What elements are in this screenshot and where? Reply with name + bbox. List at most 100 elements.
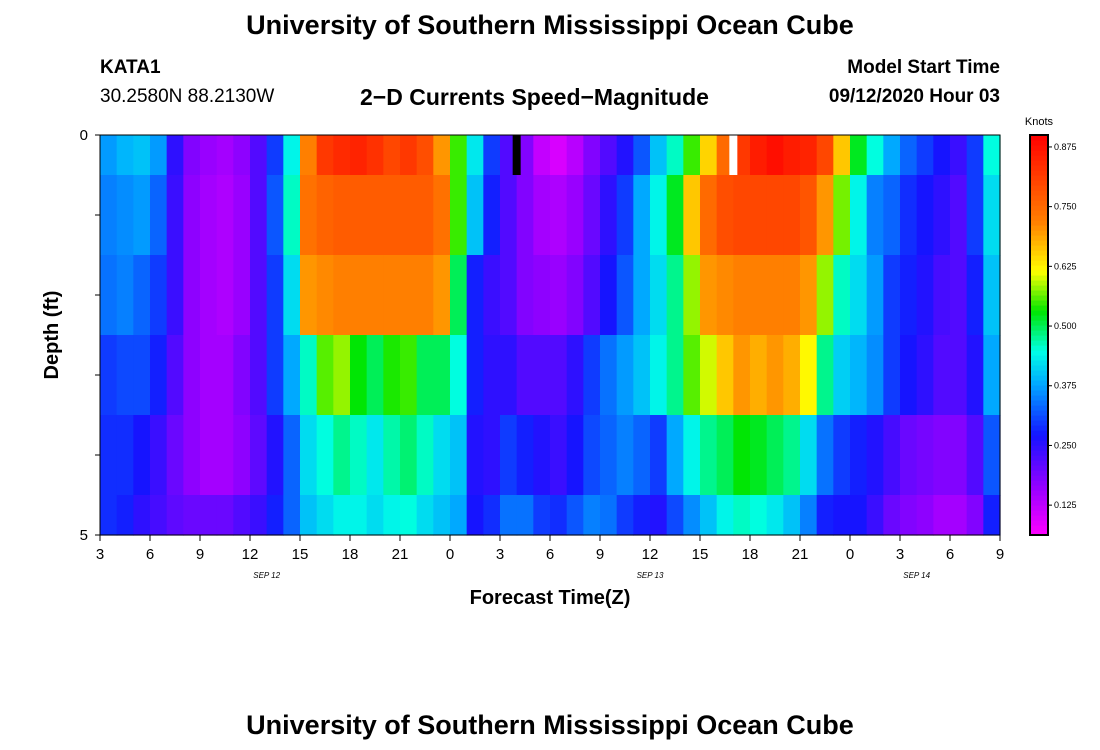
heatmap-cell	[383, 415, 401, 496]
heatmap-cell	[800, 415, 818, 496]
heatmap-cell	[750, 495, 768, 536]
heatmap-cell	[683, 255, 701, 336]
heatmap-cell	[550, 135, 568, 176]
heatmap-cell	[516, 495, 534, 536]
model-start-value: 09/12/2020 Hour 03	[828, 86, 1000, 107]
heatmap-cell	[366, 495, 384, 536]
colorbar-segment	[1030, 310, 1048, 316]
heatmap-cell	[683, 415, 701, 496]
x-date-label: SEP 13	[637, 571, 664, 580]
colorbar-segment	[1030, 315, 1048, 321]
heatmap-cell	[500, 415, 518, 496]
colorbar-segment	[1030, 435, 1048, 441]
heatmap-cell	[116, 335, 134, 416]
colorbar-tick-label: 0.250	[1054, 440, 1077, 450]
heatmap-cell	[433, 135, 451, 176]
heatmap-cell	[866, 415, 884, 496]
heatmap-cell	[950, 495, 968, 536]
heatmap-cell	[600, 135, 618, 176]
heatmap-cell	[800, 135, 818, 176]
colorbar-segment	[1030, 355, 1048, 361]
heatmap-cell	[600, 495, 618, 536]
heatmap-cell	[500, 335, 518, 416]
x-tick-label: 18	[742, 546, 759, 563]
heatmap-cell	[550, 175, 568, 256]
heatmap-cell	[433, 175, 451, 256]
heatmap-cell	[133, 495, 151, 536]
heatmap-cell	[866, 255, 884, 336]
heatmap-cell	[650, 335, 668, 416]
heatmap-cell	[716, 415, 734, 496]
heatmap-cell	[966, 335, 984, 416]
heatmap-cell	[533, 495, 551, 536]
heatmap-cell	[633, 255, 651, 336]
heatmap-cell	[916, 415, 934, 496]
heatmap-cell	[166, 335, 184, 416]
heatmap-cell	[566, 255, 584, 336]
heatmap-cell	[833, 335, 851, 416]
colorbar-segment	[1030, 140, 1048, 146]
heatmap-cell	[500, 255, 518, 336]
colorbar-segment	[1030, 280, 1048, 286]
heatmap-cell	[250, 415, 268, 496]
colorbar-segment	[1030, 475, 1048, 481]
heatmap-cell	[300, 135, 318, 176]
heatmap-cell	[733, 255, 751, 336]
colorbar-segment	[1030, 425, 1048, 431]
heatmap-cell	[250, 175, 268, 256]
heatmap-cell	[316, 415, 334, 496]
colorbar-frame	[1029, 134, 1049, 536]
heatmap-cell	[983, 335, 1001, 416]
heatmap-cell	[816, 175, 834, 256]
heatmap-cell	[400, 175, 418, 256]
colorbar-segment	[1030, 240, 1048, 246]
heatmap-cell	[716, 255, 734, 336]
colorbar-segment	[1030, 165, 1048, 171]
heatmap-cell	[100, 495, 118, 536]
heatmap-cell	[200, 335, 218, 416]
heatmap-cell	[316, 135, 334, 176]
heatmap-cell	[133, 135, 151, 176]
colorbar-segment	[1030, 445, 1048, 451]
heatmap-cell	[650, 495, 668, 536]
heatmap-cell	[433, 495, 451, 536]
heatmap-cell	[483, 335, 501, 416]
colorbar-segment	[1030, 185, 1048, 191]
heatmap-cell	[783, 135, 801, 176]
heatmap-cell	[350, 495, 368, 536]
colorbar-segment	[1030, 320, 1048, 326]
heatmap-cell	[183, 415, 201, 496]
heatmap-cell	[616, 415, 634, 496]
colorbar-segment	[1030, 270, 1048, 276]
x-tick-label: 12	[242, 546, 259, 563]
model-start-label: Model Start Time	[847, 57, 1000, 78]
heatmap-cell	[750, 335, 768, 416]
colorbar-segment	[1030, 210, 1048, 216]
colorbar-segment	[1030, 275, 1048, 281]
heatmap-cell	[666, 255, 684, 336]
heatmap-cell	[833, 255, 851, 336]
heatmap-cell	[116, 135, 134, 176]
heatmap-cell	[216, 175, 234, 256]
heatmap-cell	[833, 135, 851, 176]
heatmap-cell	[533, 135, 551, 176]
heatmap-cell	[583, 175, 601, 256]
heatmap-cell	[916, 255, 934, 336]
heatmap-cell	[283, 135, 301, 176]
heatmap-cell	[150, 415, 168, 496]
heatmap-cell	[433, 415, 451, 496]
x-tick-label: 15	[292, 546, 309, 563]
heatmap-cell	[916, 335, 934, 416]
colorbar-segment	[1030, 290, 1048, 296]
heatmap-cell	[216, 335, 234, 416]
heatmap-cell	[850, 495, 868, 536]
heatmap-cell	[783, 175, 801, 256]
heatmap-cell	[266, 495, 284, 536]
colorbar-segment	[1030, 215, 1048, 221]
heatmap-cell	[416, 335, 434, 416]
heatmap-cell	[416, 175, 434, 256]
heatmap-cell	[383, 495, 401, 536]
colorbar-segment	[1030, 460, 1048, 466]
heatmap-cell	[183, 335, 201, 416]
heatmap-cell	[366, 415, 384, 496]
